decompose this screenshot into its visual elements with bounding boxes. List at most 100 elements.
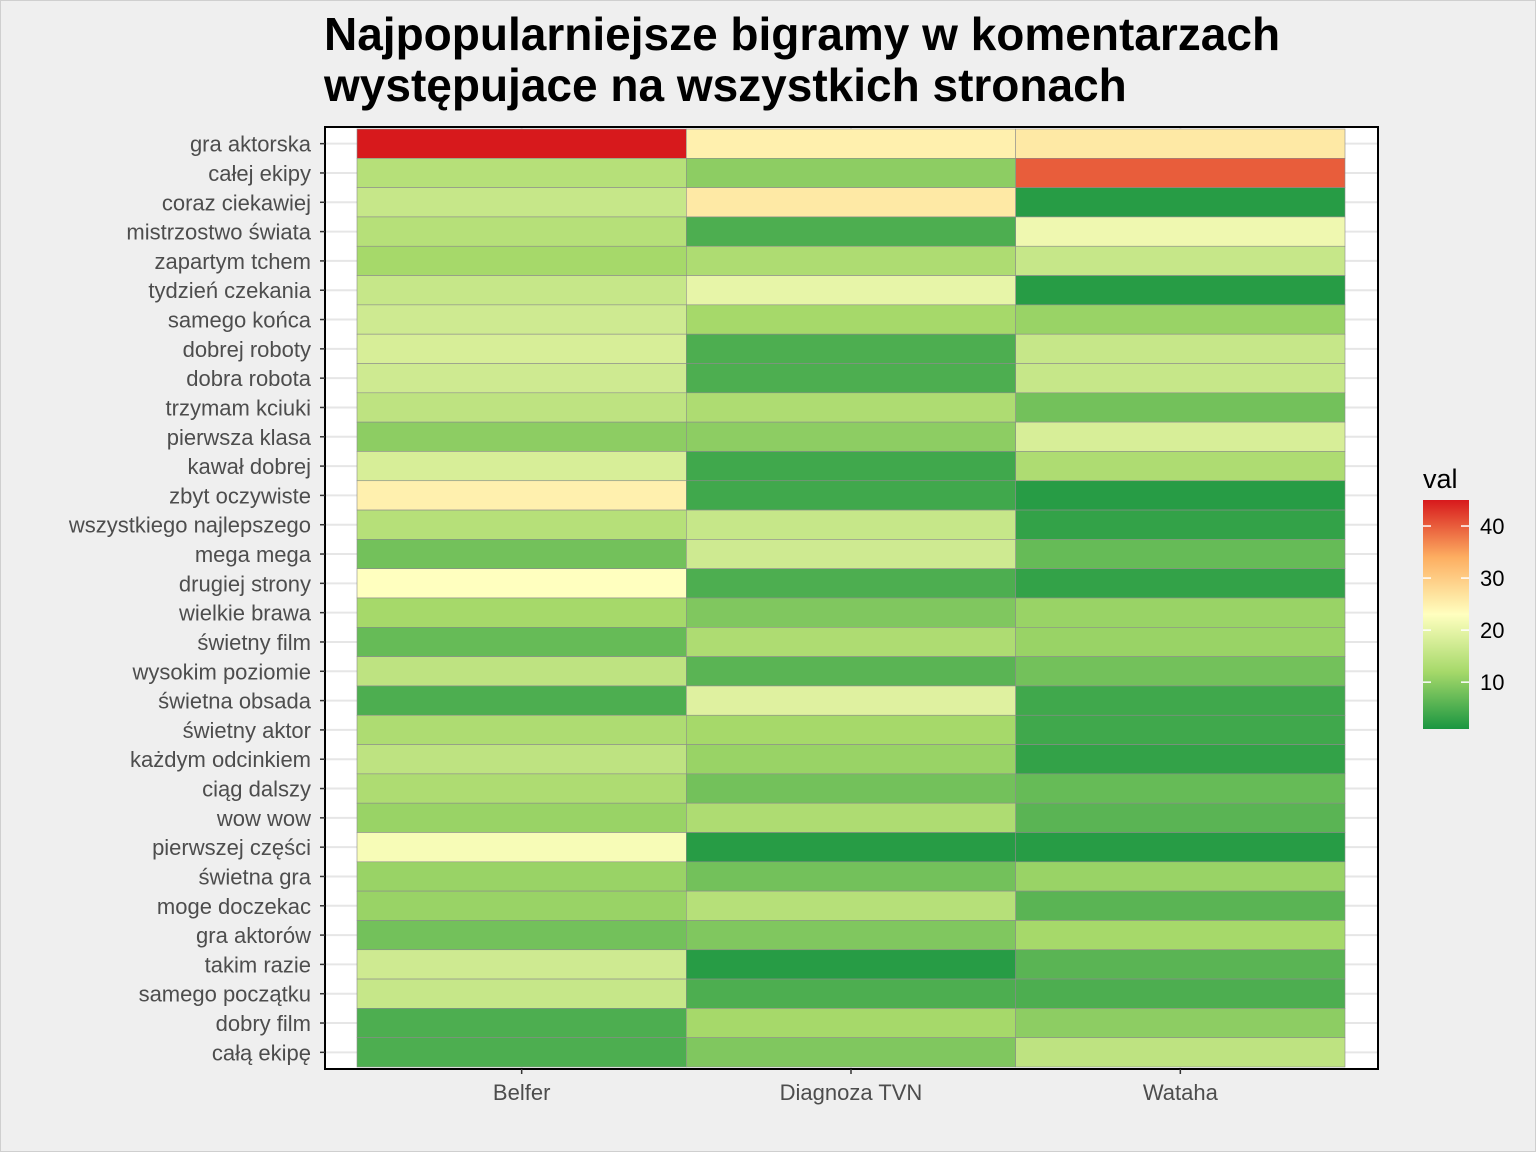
heatmap-cell [686, 392, 1016, 423]
y-tick-label: moge doczekac [157, 894, 311, 919]
legend-tick-label: 20 [1480, 618, 1504, 643]
heatmap-cell [356, 421, 687, 452]
y-tick-label: świetny aktor [183, 718, 311, 743]
heatmap-cell [686, 480, 1016, 511]
y-tick-label: świetna gra [198, 864, 311, 889]
heatmap-cell [1015, 949, 1346, 980]
heatmap-cell [356, 890, 687, 921]
heatmap-cell [686, 216, 1016, 247]
x-axis-labels: Belfer Diagnoza TVN Wataha [493, 1069, 1219, 1105]
y-tick-label: zapartym tchem [155, 249, 312, 274]
heatmap-cell [356, 627, 687, 657]
legend-colorbar [1423, 500, 1469, 729]
y-tick-label: gra aktorów [196, 923, 311, 948]
heatmap-cell [686, 597, 1016, 628]
y-axis-labels: gra aktorska całej ekipy coraz ciekawiej mi… [68, 132, 325, 1065]
chart-title-line-2: występujace na wszystkich stronach [323, 59, 1127, 111]
heatmap-cell [1015, 978, 1346, 1009]
legend-tick-label: 10 [1480, 670, 1504, 695]
heatmap-cell [686, 744, 1016, 775]
legend-title: val [1423, 464, 1458, 494]
legend-tick-label: 40 [1480, 514, 1504, 539]
heatmap-cell [686, 832, 1016, 863]
heatmap-cell [1015, 568, 1346, 599]
heatmap-cell [1015, 627, 1346, 657]
heatmap-cell [686, 861, 1016, 892]
heatmap-cell [1015, 920, 1346, 951]
heatmap-cell [1015, 451, 1346, 482]
heatmap-cell [1015, 890, 1346, 921]
heatmap-cell [356, 714, 687, 745]
heatmap-cell [1015, 744, 1346, 775]
heatmap-cell [686, 1008, 1016, 1038]
heatmap-cell [356, 216, 687, 247]
heatmap-cell [686, 158, 1016, 188]
heatmap-cell [686, 949, 1016, 980]
heatmap-cell [1015, 275, 1346, 306]
heatmap-cell [1015, 656, 1346, 687]
heatmap-cell [686, 245, 1016, 276]
heatmap-cell [1015, 187, 1346, 218]
heatmap-cell [1015, 597, 1346, 628]
y-tick-label: zbyt oczywiste [169, 483, 311, 508]
heatmap-cell [356, 509, 687, 540]
heatmap-cell [686, 568, 1016, 599]
y-tick-label: mistrzostwo świata [126, 220, 311, 245]
heatmap-cell [356, 744, 687, 775]
heatmap-cell [686, 627, 1016, 657]
heatmap-cell [1015, 304, 1346, 335]
heatmap-cell [1015, 685, 1346, 716]
heatmap-cell [356, 451, 687, 482]
heatmap-cell [686, 714, 1016, 745]
y-tick-label: każdym odcinkiem [130, 747, 311, 772]
y-tick-label: gra aktorska [190, 132, 312, 157]
plot-area [324, 126, 1379, 1070]
heatmap-cell [686, 978, 1016, 1009]
heatmap-cell [1015, 802, 1346, 833]
heatmap-cell [356, 773, 687, 804]
heatmap-cell [356, 656, 687, 687]
heatmap-cell [1015, 421, 1346, 452]
heatmap-cell [686, 304, 1016, 335]
heatmap-cell [1015, 128, 1346, 159]
y-tick-label: tydzień czekania [148, 278, 311, 303]
heatmap-cell [686, 363, 1016, 394]
y-tick-label: świetna obsada [158, 689, 312, 714]
y-tick-label: trzymam kciuki [166, 395, 311, 420]
heatmap-cell [1015, 773, 1346, 804]
heatmap-cell [1015, 509, 1346, 540]
heatmap-cell [686, 128, 1016, 159]
heatmap-cell [1015, 158, 1346, 188]
heatmap-cell [356, 1008, 687, 1038]
heatmap-cell [686, 275, 1016, 306]
heatmap-cell [356, 832, 687, 863]
y-tick-label: dobrej roboty [183, 337, 311, 362]
color-legend: val 10 20 30 40 [1423, 464, 1504, 729]
heatmap-cell [356, 363, 687, 394]
heatmap-cell [1015, 245, 1346, 276]
y-tick-label: całą ekipę [212, 1040, 311, 1065]
heatmap-cell [356, 392, 687, 423]
legend-tick-label: 30 [1480, 566, 1504, 591]
heatmap-cell [686, 187, 1016, 218]
heatmap-cell [356, 539, 687, 569]
heatmap-cell [686, 421, 1016, 452]
heatmap-cell [356, 949, 687, 980]
heatmap-cell [356, 1037, 687, 1068]
heatmap-cell [356, 920, 687, 951]
y-tick-label: kawał dobrej [187, 454, 311, 479]
heatmap-cell [356, 275, 687, 306]
heatmap-cell [686, 685, 1016, 716]
heatmap-cell [356, 597, 687, 628]
y-tick-label: całej ekipy [208, 161, 311, 186]
heatmap-cell [1015, 392, 1346, 423]
heatmap-cell [1015, 216, 1346, 247]
heatmap-cell [1015, 333, 1346, 364]
heatmap-cell [686, 509, 1016, 540]
x-tick-label: Belfer [493, 1080, 550, 1105]
heatmap-cell [1015, 480, 1346, 511]
heatmap-cell [686, 890, 1016, 921]
heatmap-cell [356, 304, 687, 335]
y-tick-label: wielkie brawa [178, 601, 312, 626]
